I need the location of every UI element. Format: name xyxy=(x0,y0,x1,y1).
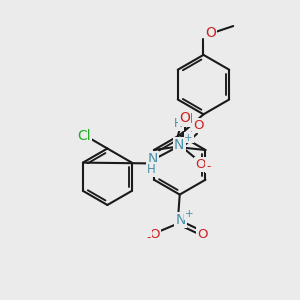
Text: O: O xyxy=(206,26,216,40)
Text: O: O xyxy=(195,158,206,171)
Text: N: N xyxy=(176,213,186,227)
Text: H: H xyxy=(174,117,183,130)
Text: -: - xyxy=(206,160,211,172)
Text: H: H xyxy=(147,164,156,176)
Text: Cl: Cl xyxy=(77,129,91,143)
Text: N: N xyxy=(183,112,193,126)
Text: N: N xyxy=(148,152,158,166)
Text: O: O xyxy=(193,119,204,132)
Text: +: + xyxy=(185,209,194,220)
Text: O: O xyxy=(197,228,207,241)
Text: +: + xyxy=(184,133,193,142)
Text: O: O xyxy=(179,111,190,125)
Text: N: N xyxy=(174,138,184,152)
Text: O: O xyxy=(149,228,160,241)
Text: -: - xyxy=(146,231,151,244)
